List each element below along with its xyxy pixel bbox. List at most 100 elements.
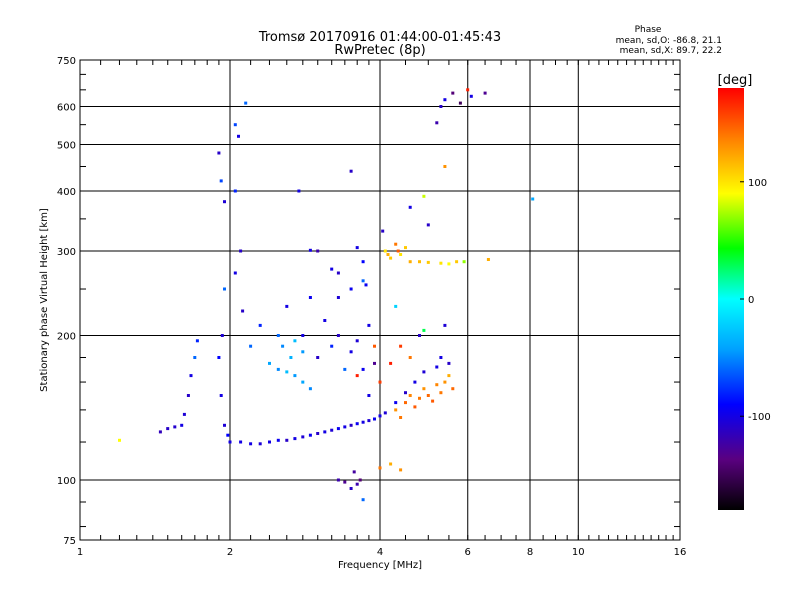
data-point <box>285 370 289 374</box>
data-point <box>193 356 197 359</box>
data-point <box>316 249 320 253</box>
data-point <box>367 419 371 423</box>
data-point <box>378 414 382 418</box>
colorbar <box>718 88 744 510</box>
data-point <box>276 334 280 337</box>
data-point <box>399 416 403 419</box>
colorbar-tick-label: 100 <box>748 178 767 189</box>
data-point <box>308 387 312 391</box>
data-point <box>373 417 376 421</box>
y-tick-label: 300 <box>57 247 76 258</box>
data-point <box>455 260 459 264</box>
data-point <box>349 287 353 291</box>
chart-subtitle: RwPretec (8p) <box>334 43 425 58</box>
data-point <box>301 350 305 354</box>
data-point <box>439 356 443 359</box>
data-point <box>373 344 376 348</box>
data-point <box>443 323 447 327</box>
x-tick-label: 10 <box>572 547 585 558</box>
data-point <box>408 394 412 397</box>
data-point <box>308 433 312 437</box>
data-point <box>233 123 237 127</box>
data-point <box>186 394 190 397</box>
data-point <box>364 283 368 287</box>
data-point <box>447 361 451 365</box>
data-point <box>355 339 359 343</box>
data-point <box>293 437 297 441</box>
data-point <box>394 401 398 405</box>
data-point <box>276 367 280 371</box>
data-point <box>336 478 340 482</box>
data-point <box>285 304 289 308</box>
data-point <box>431 399 435 403</box>
data-point <box>399 468 403 472</box>
data-point <box>378 380 382 384</box>
data-point <box>228 440 232 444</box>
data-point <box>408 356 412 359</box>
data-point <box>361 367 365 371</box>
data-point <box>462 260 466 264</box>
data-point <box>426 223 430 227</box>
data-point <box>426 260 430 264</box>
data-point <box>443 98 447 102</box>
data-point <box>361 498 365 502</box>
data-point <box>173 425 177 429</box>
data-point <box>258 442 262 446</box>
x-axis-label: Frequency [MHz] <box>338 560 422 571</box>
data-point <box>258 323 262 327</box>
data-point <box>316 432 320 435</box>
data-point <box>308 296 312 299</box>
y-axis-label: Stationary phase Virtual Height [km] <box>39 208 50 392</box>
y-tick-label: 100 <box>57 476 76 487</box>
y-tick-label: 750 <box>57 56 76 67</box>
data-point <box>285 438 289 442</box>
data-point <box>383 411 387 415</box>
data-point <box>443 380 447 384</box>
data-point <box>443 165 447 168</box>
data-point <box>158 430 162 434</box>
data-point <box>352 470 356 474</box>
colorbar-tick-label: -100 <box>748 412 771 423</box>
data-point <box>308 248 312 252</box>
data-point <box>343 425 347 429</box>
data-point <box>239 249 243 253</box>
data-point <box>323 430 327 434</box>
data-point <box>301 380 305 384</box>
y-tick-label: 600 <box>57 103 76 114</box>
data-point <box>367 394 371 397</box>
data-point <box>223 423 226 427</box>
data-point <box>422 370 426 374</box>
data-point <box>378 466 382 470</box>
data-point <box>223 287 226 291</box>
x-tick-label: 1 <box>77 547 83 558</box>
data-point <box>466 88 470 92</box>
data-point <box>244 101 248 105</box>
data-point <box>336 334 340 337</box>
data-point <box>396 249 400 253</box>
grid-lines <box>80 60 680 540</box>
y-tick-label: 75 <box>63 536 76 547</box>
data-point <box>316 356 320 359</box>
data-point <box>233 189 237 193</box>
data-points <box>118 88 535 502</box>
data-point <box>182 412 186 416</box>
data-point <box>217 151 221 155</box>
data-point <box>281 344 285 348</box>
data-point <box>293 374 297 378</box>
data-point <box>118 438 121 442</box>
x-tick-label: 8 <box>527 547 533 558</box>
data-point <box>451 91 455 95</box>
data-point <box>361 420 365 424</box>
data-point <box>166 427 170 431</box>
colorbar-label: [deg] <box>718 73 753 88</box>
axis-ticks <box>80 60 680 540</box>
data-point <box>289 356 293 359</box>
data-point <box>249 344 253 348</box>
data-point <box>469 94 473 98</box>
data-point <box>435 383 439 387</box>
data-point <box>330 344 334 348</box>
data-point <box>349 487 353 490</box>
data-point <box>358 478 362 482</box>
phase-info-x: mean, sd,X: 89.7, 22.2 <box>620 46 722 56</box>
data-point <box>276 438 280 442</box>
